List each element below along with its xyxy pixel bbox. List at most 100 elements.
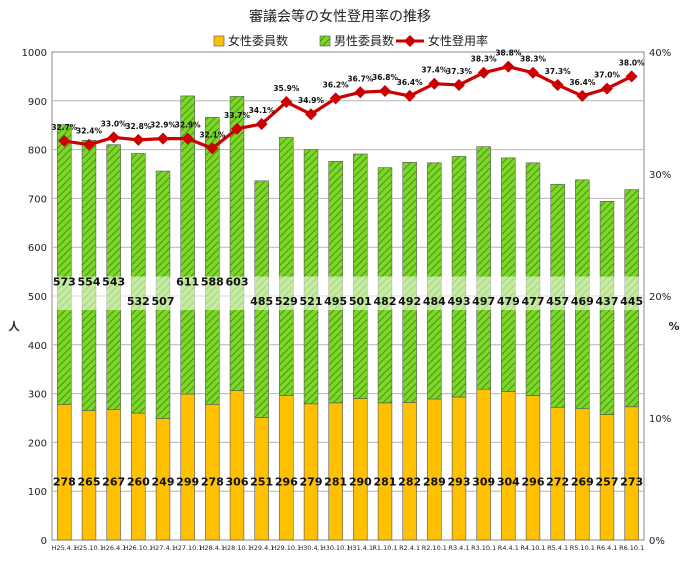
female-value-label: 281 <box>324 475 347 488</box>
y-tick-label: 200 <box>28 438 47 449</box>
bar-female <box>624 406 639 541</box>
male-value-label: 532 <box>127 295 150 308</box>
rate-marker <box>255 117 268 130</box>
rate-marker <box>502 60 515 73</box>
y-tick-label: 700 <box>28 194 47 205</box>
rate-value-label: 37.4% <box>421 66 448 75</box>
y-tick-label: 400 <box>28 341 47 352</box>
rate-marker <box>428 77 441 90</box>
bar-female <box>57 404 72 541</box>
x-tick-label: R5.10.1 <box>570 544 595 552</box>
y2-axis-label: % <box>668 320 679 333</box>
female-value-label: 249 <box>152 475 175 488</box>
bar-female <box>525 395 541 541</box>
rate-value-label: 38.3% <box>471 55 498 64</box>
x-tick-label: H31.4.1 <box>348 544 374 552</box>
rate-marker <box>477 66 490 79</box>
male-value-label: 497 <box>472 295 495 308</box>
legend-label-female: 女性委員数 <box>228 33 288 48</box>
x-tick-label: H25.4.1 <box>52 544 78 552</box>
rate-value-label: 38.8% <box>495 49 522 58</box>
rate-marker <box>527 66 539 79</box>
rate-marker <box>329 92 342 105</box>
x-tick-label: R6.4.1 <box>596 544 617 552</box>
bar-male <box>180 95 195 395</box>
rate-marker <box>107 131 120 144</box>
bar-female <box>501 391 516 541</box>
bar-female <box>451 396 467 541</box>
y-tick-label: 0 <box>41 536 47 547</box>
bar-female <box>575 408 590 541</box>
rate-value-label: 34.9% <box>298 96 325 105</box>
male-value-label: 521 <box>300 295 323 308</box>
label-band <box>53 276 643 310</box>
rate-value-label: 38.0% <box>619 58 646 67</box>
rate-value-label: 35.9% <box>273 84 300 93</box>
female-value-label: 279 <box>300 475 323 488</box>
rate-marker <box>379 85 391 98</box>
x-tick-label: H28.10.1 <box>222 544 252 552</box>
legend-label-rate: 女性登用率 <box>428 33 488 48</box>
rate-value-label: 36.4% <box>569 78 596 87</box>
y2-tick-label: 0% <box>649 536 665 547</box>
bar-female <box>180 393 195 541</box>
male-value-label: 482 <box>374 295 397 308</box>
x-tick-label: H29.4.1 <box>249 544 275 552</box>
female-value-label: 278 <box>53 475 76 488</box>
bar-male <box>57 124 72 405</box>
bar-female <box>402 402 417 541</box>
x-tick-label: R1.10.1 <box>372 544 397 552</box>
rate-value-label: 33.7% <box>224 111 251 120</box>
bar-male <box>476 146 491 390</box>
male-value-label: 543 <box>102 275 125 288</box>
x-tick-label: H26.4.1 <box>101 544 127 552</box>
female-value-label: 272 <box>546 475 569 488</box>
y-tick-label: 900 <box>28 97 47 108</box>
x-tick-label: R3.4.1 <box>448 544 469 552</box>
legend-swatch-male <box>319 35 331 47</box>
rate-value-label: 32.9% <box>175 121 202 130</box>
rate-value-label: 34.1% <box>249 106 276 115</box>
rate-value-label: 37.3% <box>446 67 473 76</box>
female-value-label: 289 <box>423 475 446 488</box>
male-value-label: 495 <box>324 295 347 308</box>
legend-label-male: 男性委員数 <box>334 33 394 48</box>
male-value-label: 588 <box>201 275 224 288</box>
female-value-label: 299 <box>176 475 199 488</box>
bar-female <box>229 390 245 541</box>
rate-marker <box>83 138 95 151</box>
rate-value-label: 32.1% <box>199 130 226 139</box>
rate-marker <box>453 78 465 91</box>
y2-tick-label: 10% <box>649 414 671 425</box>
x-tick-label: H25.10.1 <box>74 544 104 552</box>
bar-female <box>328 402 343 541</box>
bar-male <box>279 137 294 396</box>
bar-male <box>501 157 516 392</box>
female-value-label: 260 <box>127 475 150 488</box>
male-value-label: 485 <box>250 295 273 308</box>
x-tick-label: R6.10.1 <box>619 544 644 552</box>
x-tick-label: R4.4.1 <box>498 544 519 552</box>
legend-marker-rate <box>404 35 416 47</box>
y-tick-label: 600 <box>28 243 47 254</box>
bar-male <box>229 96 245 391</box>
male-value-label: 484 <box>423 295 446 308</box>
male-value-label: 493 <box>448 295 471 308</box>
rate-value-label: 37.0% <box>594 71 621 80</box>
female-value-label: 304 <box>497 475 520 488</box>
rate-marker <box>305 108 317 121</box>
female-value-label: 278 <box>201 475 224 488</box>
bar-female <box>205 404 220 541</box>
rate-marker <box>58 135 71 148</box>
male-value-label: 457 <box>546 295 569 308</box>
rate-value-label: 36.2% <box>323 80 350 89</box>
rate-marker <box>231 122 243 135</box>
y2-tick-label: 40% <box>649 48 671 59</box>
bar-female <box>279 395 294 541</box>
male-value-label: 529 <box>275 295 298 308</box>
y-tick-label: 500 <box>28 292 47 303</box>
y2-tick-label: 20% <box>649 292 671 303</box>
rate-marker <box>551 78 564 91</box>
x-tick-label: R5.4.1 <box>547 544 568 552</box>
